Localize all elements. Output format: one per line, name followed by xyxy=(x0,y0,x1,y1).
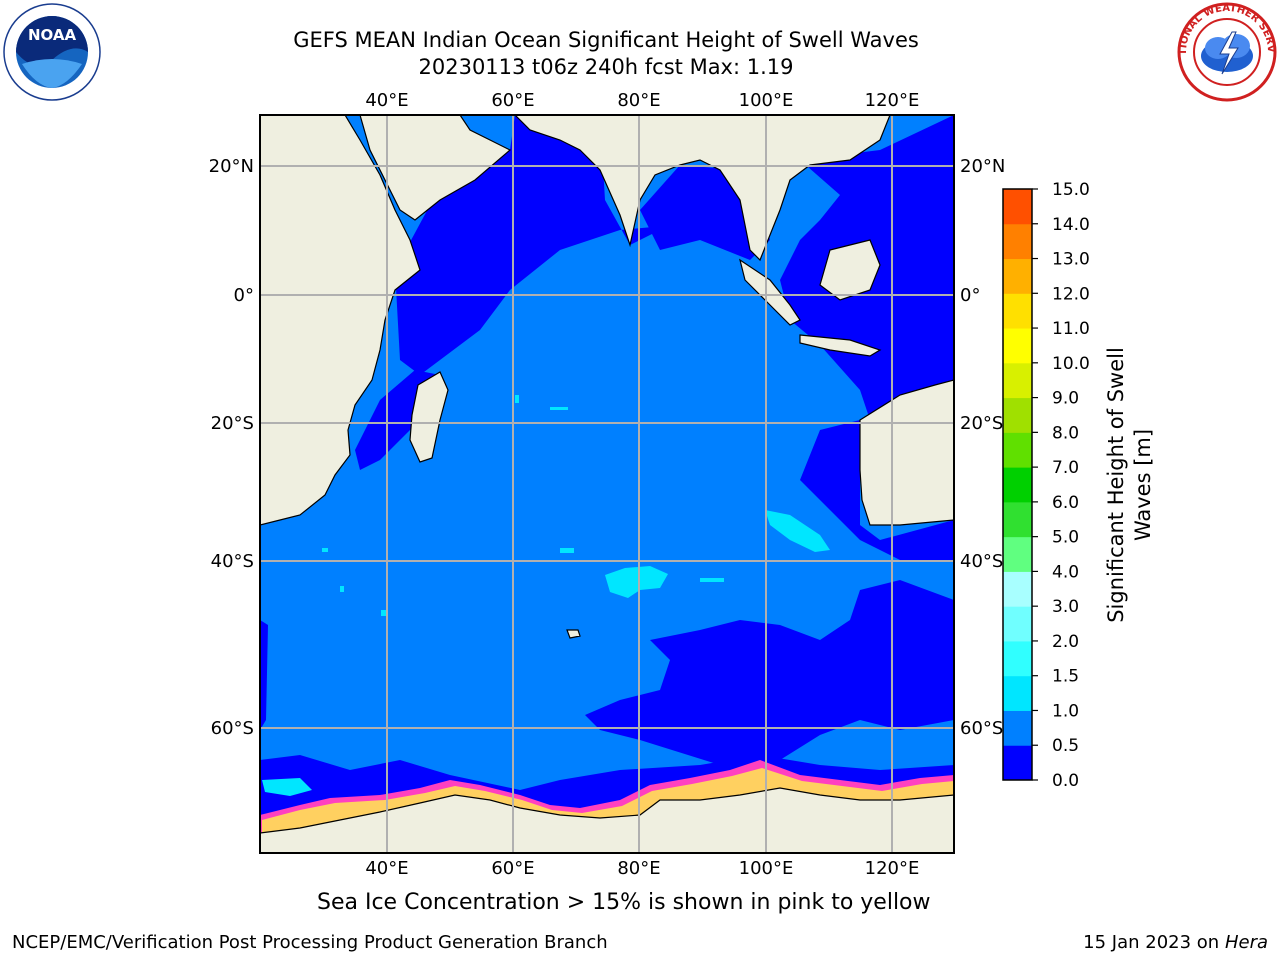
colorbar-swatch xyxy=(1003,640,1032,677)
colorbar-tick-label: 7.0 xyxy=(1052,458,1079,478)
lat-label-right: 0° xyxy=(960,285,980,306)
colorbar-label-line1: Significant Height of Swell xyxy=(1104,347,1128,623)
chart-subtitle: 20230113 t06z 240h fcst Max: 1.19 xyxy=(418,55,794,79)
noaa-logo: NOAA xyxy=(3,3,101,101)
colorbar-tick-label: 15.0 xyxy=(1052,180,1090,200)
chart-title: GEFS MEAN Indian Ocean Significant Heigh… xyxy=(293,28,919,52)
colorbar-swatch xyxy=(1003,189,1032,225)
lat-label-left: 20°S xyxy=(211,413,254,434)
colorbar-swatch xyxy=(1003,432,1032,468)
colorbar-tick-label: 9.0 xyxy=(1052,389,1079,409)
colorbar-tick-label: 4.0 xyxy=(1052,562,1079,582)
colorbar-tick-label: 8.0 xyxy=(1052,423,1079,443)
colorbar-tick-label: 1.5 xyxy=(1052,667,1079,687)
lat-label-left: 20°N xyxy=(209,156,254,177)
nws-logo: NATIONAL WEATHER SERVICE xyxy=(1176,2,1277,102)
colorbar-tick-label: 13.0 xyxy=(1052,250,1090,270)
colorbar-tick-label: 3.0 xyxy=(1052,597,1079,617)
colorbar-label-line2: Waves [m] xyxy=(1131,429,1155,541)
colorbar-swatch xyxy=(1003,675,1032,711)
colorbar-swatch xyxy=(1003,606,1032,642)
footer-date-text: 15 Jan 2023 on xyxy=(1083,932,1225,953)
map-gridlines xyxy=(260,115,954,853)
colorbar-swatch xyxy=(1003,258,1032,294)
lon-label-top: 40°E xyxy=(365,90,408,111)
lon-label-top: 80°E xyxy=(617,90,660,111)
noaa-logo-text: NOAA xyxy=(28,26,77,44)
map-frame xyxy=(259,114,955,854)
lat-label-right: 40°S xyxy=(960,551,1003,572)
lon-label-bottom: 80°E xyxy=(617,858,660,879)
lon-label-top: 60°E xyxy=(491,90,534,111)
colorbar-tick-label: 5.0 xyxy=(1052,528,1079,548)
colorbar-tick-label: 0.5 xyxy=(1052,736,1079,756)
lon-label-bottom: 120°E xyxy=(865,858,920,879)
lat-label-left: 40°S xyxy=(211,551,254,572)
footer-host: Hera xyxy=(1224,932,1268,953)
colorbar-tick-label: 12.0 xyxy=(1052,284,1090,304)
colorbar-tick-label: 1.0 xyxy=(1052,701,1079,721)
lat-label-right: 20°N xyxy=(960,156,1005,177)
lat-label-right: 20°S xyxy=(960,413,1003,434)
lon-label-bottom: 100°E xyxy=(739,858,794,879)
lat-label-left: 0° xyxy=(234,285,254,306)
footer-credit: NCEP/EMC/Verification Post Processing Pr… xyxy=(12,932,608,953)
colorbar-frame xyxy=(1002,188,1033,781)
lat-label-left: 60°S xyxy=(211,718,254,739)
colorbar-tick-label: 2.0 xyxy=(1052,632,1079,652)
colorbar-swatch xyxy=(1003,397,1032,433)
colorbar-swatch xyxy=(1003,571,1032,607)
lon-label-bottom: 60°E xyxy=(491,858,534,879)
colorbar-swatch xyxy=(1003,745,1032,781)
colorbar-swatch xyxy=(1003,223,1032,260)
colorbar-swatch xyxy=(1003,710,1032,746)
colorbar-swatch xyxy=(1003,467,1032,503)
colorbar-tick-label: 10.0 xyxy=(1052,354,1090,374)
colorbar-swatch xyxy=(1003,536,1032,572)
colorbar-tick-label: 0.0 xyxy=(1052,771,1079,791)
colorbar-swatch xyxy=(1003,501,1032,538)
footer-date: 15 Jan 2023 on Hera xyxy=(1083,932,1268,953)
colorbar-tick-label: 14.0 xyxy=(1052,215,1090,235)
colorbar-swatch xyxy=(1003,293,1032,329)
lat-label-right: 60°S xyxy=(960,718,1003,739)
sea-ice-caption: Sea Ice Concentration > 15% is shown in … xyxy=(317,890,931,915)
colorbar-tick-label: 11.0 xyxy=(1052,319,1090,339)
colorbar-tick-label: 6.0 xyxy=(1052,493,1079,513)
high-swell-regions xyxy=(262,395,830,796)
lon-label-top: 120°E xyxy=(865,90,920,111)
colorbar: 0.0 0.5 1.0 1.5 2.0 3.0 4.0 5.0 6.0 7.0 8.0 9.0 10.0… xyxy=(1002,180,1155,791)
lon-label-bottom: 40°E xyxy=(365,858,408,879)
colorbar-swatch xyxy=(1003,328,1032,364)
colorbar-swatch xyxy=(1003,362,1032,399)
lon-label-top: 100°E xyxy=(739,90,794,111)
